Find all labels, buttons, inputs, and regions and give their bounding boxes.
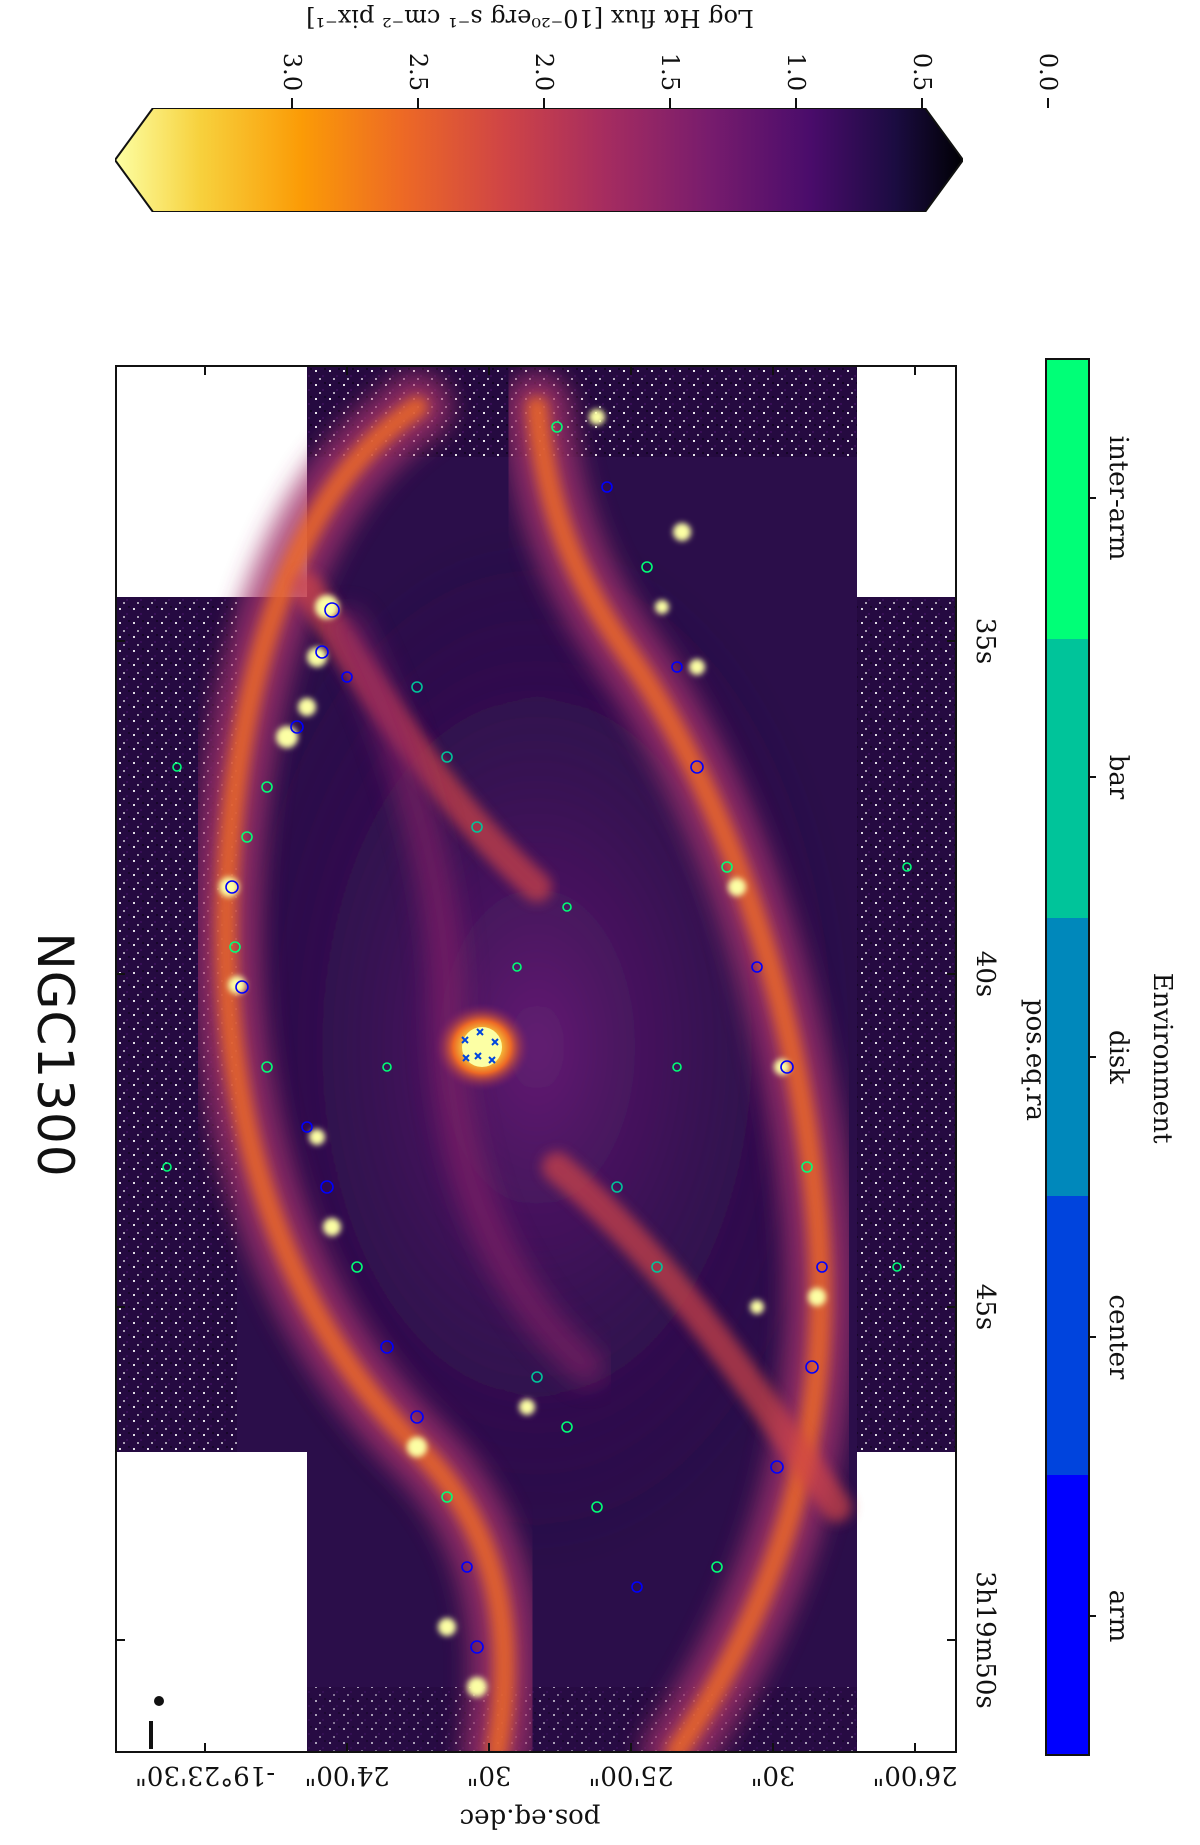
environment-tick-mark [1088,776,1096,779]
galaxy-image-panel [115,365,957,1753]
flux-colorbar-tick [795,98,797,108]
environment-label-arm: arm [1103,1589,1133,1643]
flux-colorbar [115,108,963,212]
ra-tick-label: 45s [970,1283,1000,1331]
flux-colorbar-title: Log Hα flux [10⁻²⁰erg s⁻¹ cm⁻² pix⁻¹] [306,4,754,32]
flux-colorbar-body [115,108,963,212]
dec-tick-mark [630,365,632,375]
dec-tick-mark [914,365,916,375]
environment-colorbar [1045,358,1090,1756]
dec-tick-mark [488,365,490,375]
flux-colorbar-tick [1047,98,1049,108]
environment-tick-mark [1088,496,1096,499]
flux-colorbar-tick-label: 1.5 [656,52,684,92]
y-axis-title: pos.eq.dec [459,1803,601,1833]
center-markers [461,1028,499,1064]
scale-bar [149,1721,153,1749]
dec-tick-mark [346,1743,348,1753]
environment-segment-center [1047,1196,1088,1476]
hii-regions [219,409,826,1697]
environment-label-center: center [1103,1294,1133,1380]
dec-tick-mark [204,1743,206,1753]
galaxy-image [117,367,955,1751]
flux-colorbar-tick [669,98,671,108]
figure-title: NGC1300 [26,932,84,1178]
dec-tick-mark [630,1743,632,1753]
flux-colorbar-tick [417,98,419,108]
ra-tick-label: 40s [970,950,1000,998]
ra-tick-mark [947,640,957,642]
dec-tick-mark [488,1743,490,1753]
flux-colorbar-tick-label: 2.5 [404,52,432,92]
ra-tick-mark [115,1639,125,1641]
environment-segment-bar [1047,638,1088,918]
ra-tick-label: 3h19m50s [970,1571,1000,1709]
dec-tick-label: 24'00" [304,1760,390,1790]
dec-tick-label: 30" [466,1760,512,1790]
environment-tick-mark [1088,1056,1096,1058]
dec-tick-label: 26'00" [872,1760,958,1790]
region-contours [162,421,912,1654]
environment-label-disk: disk [1103,1029,1133,1085]
dec-tick-mark [772,1743,774,1753]
beam-marker [154,1696,164,1706]
flux-colorbar-tick [921,98,923,108]
environment-segment-arm [1047,1475,1088,1754]
ra-tick-label: 35s [970,617,1000,665]
flux-colorbar-tick-label: 0.5 [908,52,936,92]
environment-tick-mark [1088,1615,1096,1618]
environment-colorbar-title: Environment [1147,972,1177,1144]
ra-tick-mark [947,1306,957,1308]
environment-label-inter-arm: inter-arm [1103,435,1133,561]
flux-colorbar-tick-label: 0.0 [1034,52,1062,92]
flux-colorbar-tick [291,98,293,108]
dec-tick-label: -19°23'30" [134,1760,276,1790]
flux-colorbar-tick-label: 2.0 [530,52,558,92]
environment-label-bar: bar [1103,755,1133,800]
dec-tick-label: 25'00" [588,1760,674,1790]
flux-colorbar-tick-label: 3.0 [278,52,306,92]
spiral-arms [191,372,856,1751]
dec-tick-mark [204,365,206,375]
dec-tick-label: 30" [750,1760,796,1790]
ra-tick-mark [947,1639,957,1641]
environment-tick-mark [1088,1335,1096,1338]
environment-segment-inter-arm [1047,360,1088,639]
environment-segment-disk [1047,917,1088,1197]
flux-colorbar-tick-label: 1.0 [782,52,810,92]
ra-tick-mark [115,1306,125,1308]
dec-tick-mark [346,365,348,375]
flux-colorbar-tick [543,98,545,108]
ra-tick-mark [115,640,125,642]
ra-tick-mark [115,973,125,975]
dec-tick-mark [772,365,774,375]
dec-tick-mark [914,1743,916,1753]
ra-tick-mark [947,973,957,975]
